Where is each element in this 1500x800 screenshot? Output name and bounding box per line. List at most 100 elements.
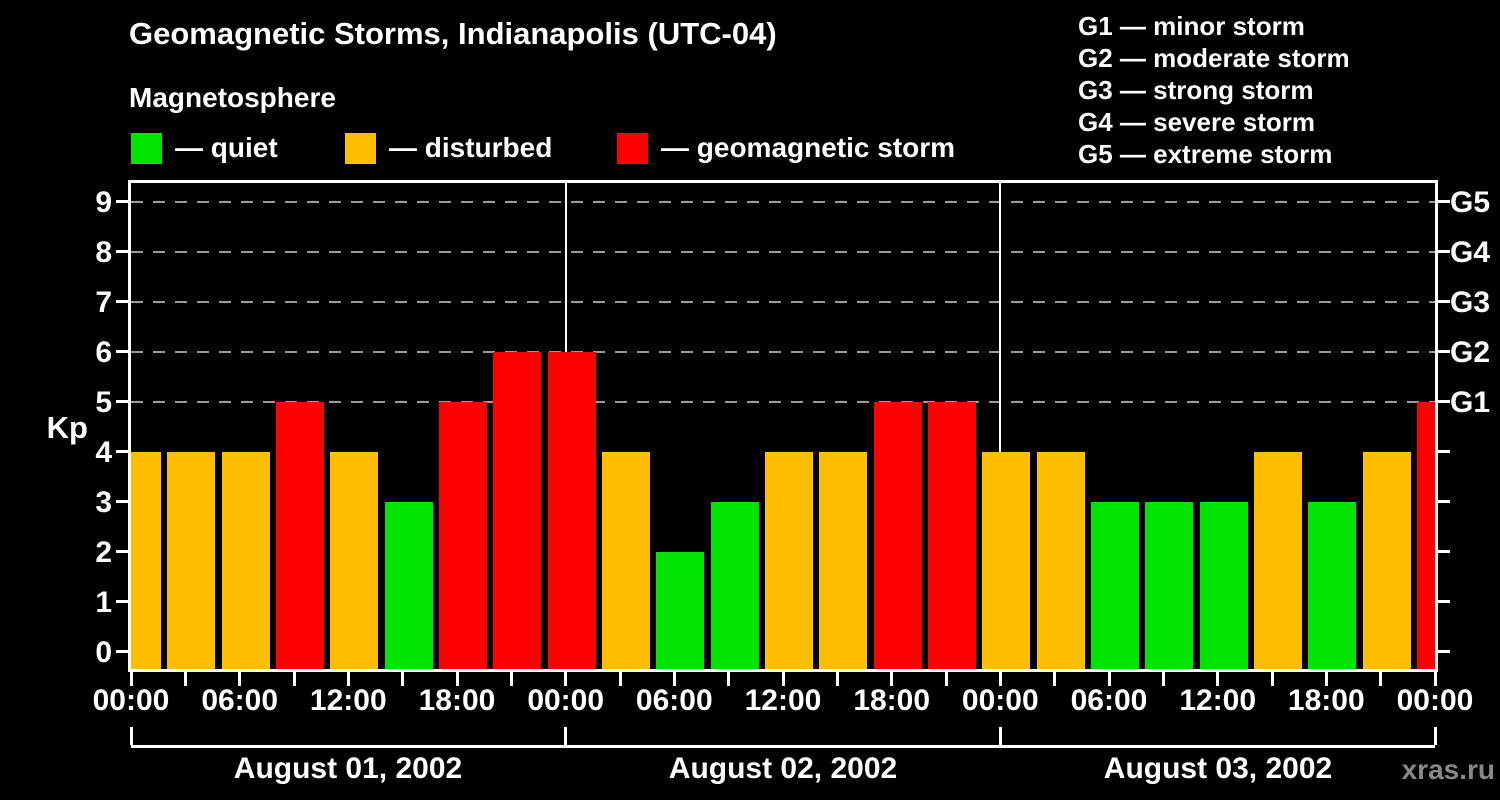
kp-gridline — [131, 251, 1435, 253]
legend-label-quiet: — quiet — [175, 132, 278, 163]
y-axis-tick-right — [1438, 450, 1450, 453]
x-axis-tick-label: 12:00 — [744, 684, 822, 717]
kp-bar — [1417, 402, 1435, 669]
date-label-day2: August 02, 2002 — [668, 752, 898, 785]
y-axis-title: Kp — [46, 410, 88, 445]
date-bracket-tick — [129, 727, 133, 745]
x-axis-tick — [781, 672, 785, 686]
g-legend-line-g4: G4 — severe storm — [1078, 107, 1316, 137]
y-axis-tick-right — [1438, 350, 1450, 353]
y-axis-tick-left — [116, 300, 128, 303]
kp-bar — [547, 352, 596, 669]
x-axis-tick — [1107, 672, 1111, 686]
y-axis-tick-right — [1438, 400, 1450, 403]
x-axis-tick-label: 06:00 — [1070, 684, 1148, 717]
kp-bar — [330, 452, 379, 669]
x-axis-tick-label: 18:00 — [853, 684, 931, 717]
watermark: xras.ru — [1401, 754, 1495, 785]
kp-bar — [384, 502, 433, 669]
y-axis-tick-label: 4 — [95, 436, 112, 469]
x-axis-tick — [509, 672, 513, 686]
kp-bar — [131, 452, 161, 669]
plot-area — [131, 183, 1435, 669]
kp-bar — [1036, 452, 1085, 669]
kp-bar — [819, 452, 868, 669]
legend-label-storm: — geomagnetic storm — [661, 132, 956, 163]
x-axis-tick — [564, 672, 568, 686]
kp-bar — [602, 452, 650, 669]
x-axis-tick — [292, 672, 296, 686]
kp-bar — [1254, 452, 1302, 669]
x-axis-tick-label: 12:00 — [309, 684, 387, 717]
kp-bar — [493, 352, 542, 669]
kp-bar — [439, 402, 487, 669]
x-axis-tick — [835, 672, 839, 686]
y-axis-tick-left — [116, 650, 128, 653]
date-bracket-tick — [1433, 727, 1437, 745]
y-axis-tick-right — [1438, 250, 1450, 253]
x-axis-tick — [1216, 672, 1220, 686]
kp-bar — [276, 402, 324, 669]
date-label-day3: August 03, 2002 — [1103, 752, 1333, 785]
x-axis-tick — [1161, 672, 1165, 686]
x-axis-tick — [1433, 672, 1437, 686]
x-axis-tick-label: 18:00 — [418, 684, 496, 717]
x-axis-tick-label: 06:00 — [201, 684, 279, 717]
x-axis-tick — [727, 672, 731, 686]
y-axis-tick-label: 1 — [95, 586, 112, 619]
chart-subtitle: Magnetosphere — [129, 82, 336, 113]
kp-bar — [1362, 452, 1411, 669]
y-axis-tick-label: 6 — [95, 336, 112, 369]
y-axis-tick-right — [1438, 600, 1450, 603]
kp-gridline — [131, 301, 1435, 303]
kp-bar — [221, 452, 270, 669]
y-axis-tick-label: 7 — [95, 286, 112, 319]
disturbed-color-swatch — [345, 132, 376, 164]
x-axis-tick-label: 18:00 — [1287, 684, 1365, 717]
plot-area-frame — [116, 180, 1450, 686]
x-axis-tick-label: 00:00 — [527, 684, 605, 717]
legend-item-quiet: — quiet — [131, 132, 278, 164]
g-scale-tick-label: G3 — [1450, 286, 1491, 319]
x-axis-tick-label: 12:00 — [1179, 684, 1257, 717]
date-bracket-line — [131, 745, 1435, 748]
y-axis-tick-left — [116, 250, 128, 253]
y-axis-tick-label: 9 — [95, 186, 112, 219]
y-axis-tick-right — [1438, 500, 1450, 503]
y-axis-tick-label: 0 — [95, 636, 112, 669]
x-axis-tick — [129, 672, 133, 686]
day-divider-line — [999, 183, 1002, 669]
date-label-day1: August 01, 2002 — [233, 752, 463, 785]
y-axis-tick-left — [116, 400, 128, 403]
g-scale-tick-label: G2 — [1450, 336, 1491, 369]
kp-bar — [1308, 502, 1357, 669]
y-axis-tick-label: 3 — [95, 486, 112, 519]
y-axis-tick-left — [116, 550, 128, 553]
y-axis-tick-right — [1438, 200, 1450, 203]
kp-bar — [656, 552, 705, 669]
kp-bar — [873, 402, 922, 669]
g-legend-line-g5: G5 — extreme storm — [1078, 139, 1333, 169]
legend-item-disturbed: — disturbed — [345, 132, 552, 164]
x-axis-tick — [183, 672, 187, 686]
x-axis-tick — [238, 672, 242, 686]
y-axis-tick-right — [1438, 550, 1450, 553]
g-scale-legend: G1 — minor storm G2 — moderate storm G3 … — [1078, 10, 1350, 170]
storm-color-swatch — [617, 132, 648, 164]
kp-gridline — [131, 201, 1435, 203]
x-axis-tick — [1053, 672, 1057, 686]
g-scale-tick-label: G1 — [1450, 386, 1491, 419]
g-legend-line-g1: G1 — minor storm — [1078, 11, 1305, 41]
x-axis-tick — [618, 672, 622, 686]
y-axis-tick-label: 8 — [95, 236, 112, 269]
x-axis-tick — [1270, 672, 1274, 686]
y-axis-tick-left — [116, 200, 128, 203]
x-axis-tick — [401, 672, 405, 686]
x-axis-tick-label: 00:00 — [92, 684, 170, 717]
y-axis-tick-right — [1438, 650, 1450, 653]
kp-bar — [710, 502, 759, 669]
x-axis-tick-label: 00:00 — [1396, 684, 1474, 717]
x-axis-tick-label: 06:00 — [635, 684, 713, 717]
y-axis-tick-left — [116, 350, 128, 353]
